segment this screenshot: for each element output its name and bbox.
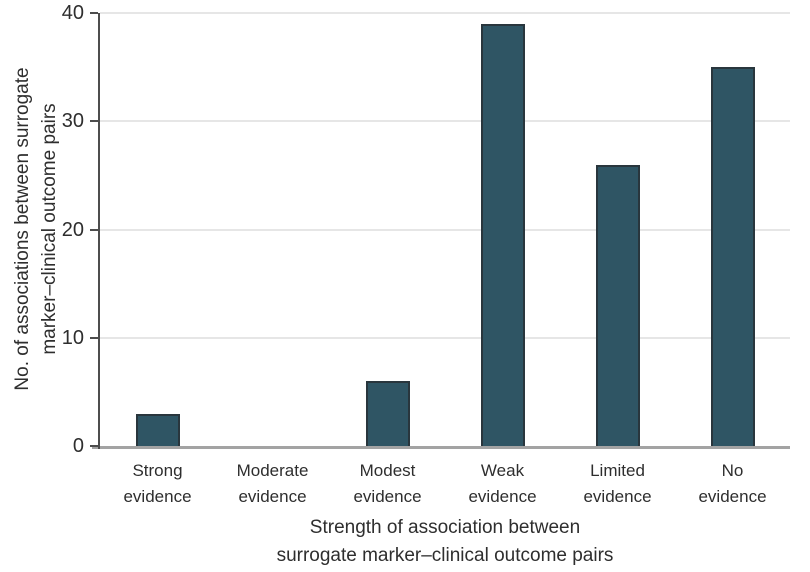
bar-slot-weak-evidence (445, 13, 560, 446)
x-axis-title: Strength of association between surrogat… (276, 517, 614, 566)
x-tick-label-limited-evidence: Limited evidence (583, 461, 652, 506)
y-tick-label-0: 0 (72, 435, 84, 457)
y-tick-mark-20 (90, 228, 98, 231)
x-tick-label-strong-evidence: Strong evidence (123, 461, 192, 506)
bar-slot-limited-evidence (560, 13, 675, 446)
y-tick-mark-10 (90, 336, 98, 339)
bar-weak-evidence (480, 23, 525, 446)
x-tick-label-no-evidence: No evidence (698, 461, 767, 506)
plot-area: 0 10 20 30 40 (62, 3, 790, 456)
gridline-y-10 (100, 336, 790, 339)
bar-limited-evidence (595, 164, 640, 446)
bar-no-evidence (710, 67, 755, 446)
y-tick-label-20: 20 (61, 218, 84, 241)
y-tick-mark-30 (90, 120, 98, 123)
y-tick-label-40: 40 (61, 2, 84, 24)
bar-slot-modest-evidence (330, 13, 445, 446)
y-axis-line (98, 13, 100, 449)
bar-slot-strong-evidence (100, 13, 215, 446)
x-tick-label-modest-evidence: Modest evidence (353, 461, 422, 506)
bar-strong-evidence (135, 413, 180, 446)
bars-layer (100, 13, 790, 446)
x-axis-line (92, 446, 790, 449)
y-tick-label-30: 30 (61, 110, 84, 133)
gridline-y-40 (100, 12, 790, 14)
bar-modest-evidence (365, 381, 410, 446)
x-tick-label-weak-evidence: Weak evidence (468, 461, 537, 506)
gridline-y-30 (100, 120, 790, 123)
x-tick-label-moderate-evidence: Moderate evidence (236, 461, 309, 506)
gridline-y-20 (100, 228, 790, 231)
y-tick-mark-0 (90, 445, 98, 447)
y-tick-mark-40 (90, 12, 98, 14)
x-tick-labels: Strong evidence Moderate evidence Modest e… (100, 458, 790, 510)
y-tick-label-10: 10 (61, 326, 84, 349)
bar-slot-no-evidence (675, 13, 790, 446)
bar-slot-moderate-evidence (215, 13, 330, 446)
